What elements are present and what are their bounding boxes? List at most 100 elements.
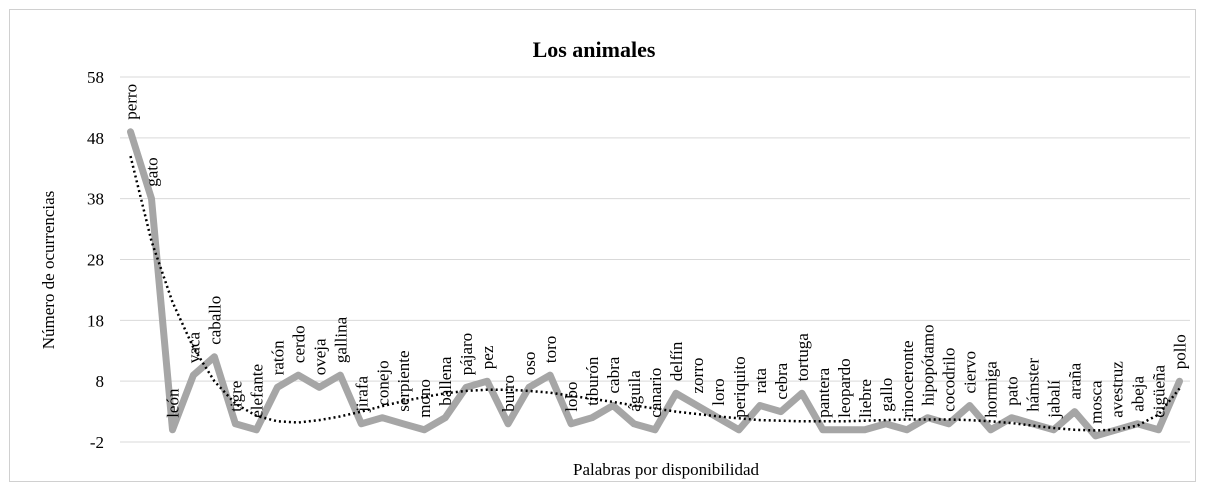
chart-title: Los animales [533,37,656,62]
data-point [275,385,279,389]
point-label: tiburón [583,356,602,406]
data-point [506,422,510,426]
point-label: pájaro [457,333,476,375]
point-label: pantera [814,367,833,417]
data-point [653,428,657,432]
data-point [695,404,699,407]
data-point [527,385,531,389]
point-label: cabra [604,356,623,393]
point-label: ciervo [961,351,980,393]
y-tick-label: 28 [87,251,104,270]
trendline-layer [129,155,1181,432]
data-point [947,422,951,426]
point-label: hámster [1024,358,1043,412]
point-label: canario [646,368,665,418]
data-point [212,355,216,359]
point-label: araña [1066,362,1085,399]
point-label: liebre [856,379,875,418]
data-point [989,428,993,432]
point-label: tigre [226,381,245,412]
point-label: conejo [373,360,392,405]
data-point [254,428,258,432]
point-label: vaca [184,332,203,364]
data-point [905,428,909,432]
point-label: mosca [1087,380,1106,424]
data-point [779,410,783,414]
data-point [863,428,867,432]
point-label: burro [499,375,518,412]
data-point [758,404,762,407]
data-point [926,416,930,420]
y-tick-label: 58 [87,68,104,87]
point-label: cocodrilo [940,348,959,412]
trendline [129,155,1181,432]
y-tick-label: -2 [90,433,104,452]
data-point [968,404,972,407]
data-point [1010,416,1014,420]
point-label: ballena [436,356,455,406]
data-point [128,130,132,134]
y-tick-label: 48 [87,129,104,148]
data-point [842,428,846,432]
point-label: cigüeña [1150,364,1169,417]
point-label: zorro [688,358,707,394]
point-label: serpiente [394,350,413,411]
data-point [1115,428,1119,432]
gridlines [120,76,1190,443]
data-point [401,422,405,426]
data-point [800,391,804,395]
point-label: caballo [205,296,224,345]
data-point [548,373,552,377]
chart-frame: Los animales -2 8 18 28 38 48 58 Número de ocu… [9,9,1196,482]
point-label: león [164,388,183,418]
point-label: hormiga [982,361,1001,418]
data-point [716,416,720,420]
data-point [191,373,195,377]
point-label: águila [625,370,644,412]
point-label: hipopótamo [919,324,938,405]
line-chart: Los animales -2 8 18 28 38 48 58 Número de ocu… [39,37,1190,479]
point-label: abeja [1129,375,1148,411]
data-point [590,416,594,420]
y-tick-label: 18 [87,311,104,330]
point-label: oveja [310,338,329,375]
point-label: perro [122,84,141,120]
point-label: ratón [268,340,287,375]
point-label: gallina [331,316,350,363]
y-tick-label: 38 [87,190,104,209]
data-point [233,422,237,426]
data-point [359,422,363,426]
point-label: rata [751,368,770,394]
data-point [464,385,468,389]
point-label: oso [520,352,539,376]
data-point [338,373,342,377]
point-label: mono [415,379,434,418]
y-tick-label: 8 [96,372,105,391]
point-label: elefante [247,364,266,418]
data-point [443,416,447,420]
point-label: loro [709,378,728,405]
point-label: leopardo [835,358,854,417]
data-point [632,422,636,426]
data-point [1178,379,1182,383]
y-axis-ticks: -2 8 18 28 38 48 58 [87,68,104,452]
point-label: rinoceronte [898,340,917,417]
point-label: delfín [667,341,686,381]
x-axis-label: Palabras por disponibilidad [573,460,760,479]
data-point [317,385,321,389]
point-label: gallo [877,378,896,412]
data-point [1157,428,1161,432]
data-point [1094,434,1098,438]
data-point [821,428,825,432]
point-label: toro [541,336,560,363]
point-label: pollo [1171,334,1190,369]
data-point [296,373,300,377]
data-point [422,428,426,432]
data-point [1031,422,1035,426]
data-point [674,391,678,395]
data-point [884,422,888,426]
point-label: cebra [772,362,791,399]
point-label: jirafa [352,375,371,412]
point-label: tortuga [793,333,812,382]
